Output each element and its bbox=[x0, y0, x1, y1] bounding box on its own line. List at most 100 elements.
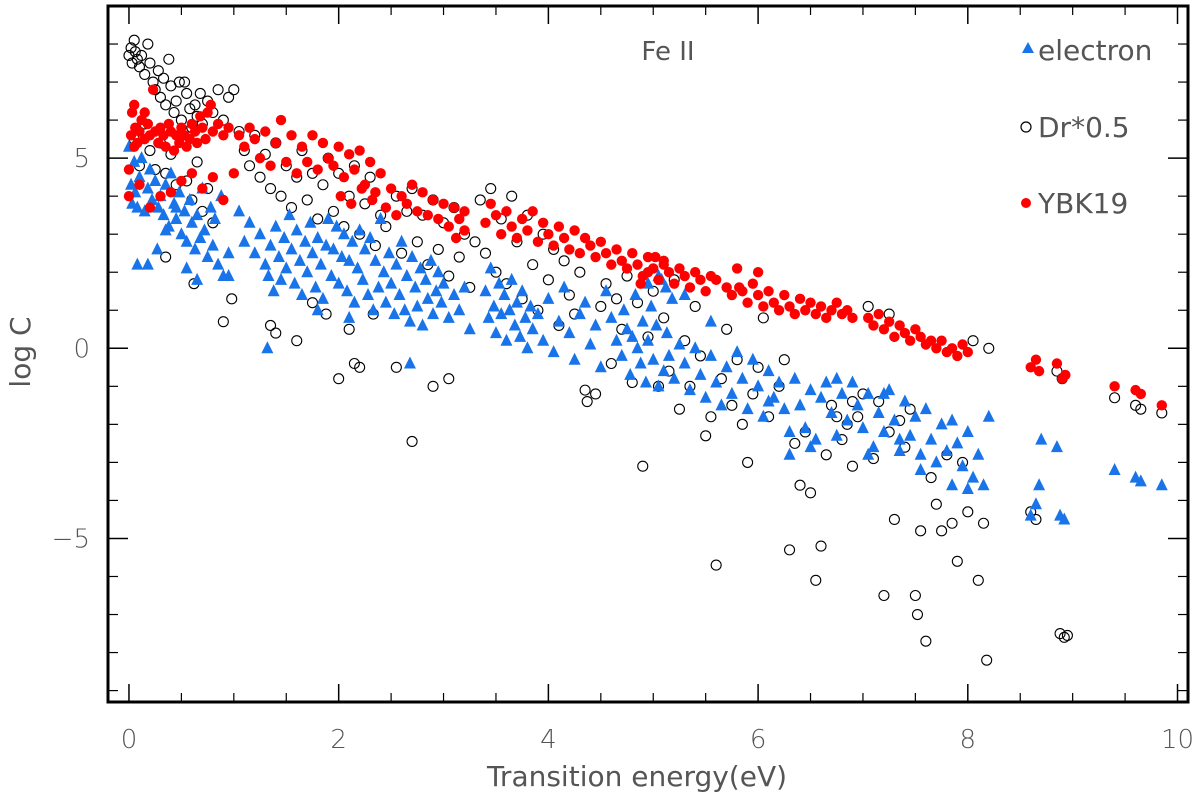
electron-point bbox=[925, 432, 938, 445]
ybk19-point bbox=[564, 244, 575, 255]
dr-0-5-point bbox=[563, 289, 575, 301]
electron-point bbox=[403, 356, 416, 369]
electron-point bbox=[552, 314, 565, 327]
dr-0-5-point bbox=[747, 388, 759, 400]
dr-0-5-point bbox=[700, 430, 712, 442]
electron-point bbox=[398, 303, 411, 316]
ybk19-point bbox=[1025, 362, 1036, 373]
ybk19-point bbox=[915, 331, 926, 343]
dr-0-5-point bbox=[936, 525, 948, 537]
ybk19-point bbox=[168, 145, 180, 156]
electron-point bbox=[272, 250, 285, 263]
electron-point bbox=[212, 257, 225, 270]
ybk19-point bbox=[873, 308, 884, 320]
electron-point bbox=[233, 204, 246, 217]
ybk19-point bbox=[1135, 388, 1147, 400]
dr-0-5-point bbox=[804, 487, 817, 499]
electron-point bbox=[537, 333, 550, 346]
ybk19-point bbox=[726, 289, 738, 301]
electron-point bbox=[498, 288, 511, 301]
electron-point bbox=[191, 272, 204, 285]
ybk19-point bbox=[516, 213, 528, 225]
electron-point bbox=[383, 246, 396, 259]
ybk19-point bbox=[553, 221, 565, 232]
electron-point bbox=[1029, 497, 1042, 510]
dr-0-5-point bbox=[1054, 627, 1066, 640]
electron-point bbox=[414, 261, 427, 274]
dr-0-5-point bbox=[752, 361, 764, 373]
electron-point bbox=[558, 280, 571, 293]
dr-0-5-point bbox=[794, 479, 806, 491]
ybk19-point bbox=[480, 217, 491, 228]
dr-0-5-point bbox=[144, 57, 156, 69]
electron-point bbox=[659, 280, 672, 293]
electron-point bbox=[369, 253, 382, 266]
ybk19-point bbox=[537, 217, 549, 228]
dr-0-5-point bbox=[485, 183, 497, 195]
ybk19-point bbox=[134, 179, 145, 190]
dr-0-5-point bbox=[354, 361, 366, 373]
ybk19-point bbox=[485, 198, 496, 209]
electron-point bbox=[594, 360, 607, 373]
ybk19-point bbox=[1156, 400, 1167, 411]
electron-point bbox=[820, 375, 833, 388]
electron-point bbox=[573, 307, 586, 320]
dr-0-5-point bbox=[125, 42, 137, 54]
electron-point bbox=[862, 447, 875, 460]
ybk19-point bbox=[931, 343, 942, 354]
electron-point bbox=[487, 299, 500, 312]
electron-point bbox=[280, 261, 293, 274]
electron-point bbox=[183, 192, 196, 205]
electron-point bbox=[500, 333, 513, 346]
electron-point bbox=[191, 208, 204, 221]
electron-point bbox=[877, 424, 890, 437]
electron-point bbox=[647, 352, 660, 365]
ybk19-point bbox=[239, 141, 250, 152]
ybk19-point bbox=[768, 297, 780, 308]
dr-0-5-point bbox=[647, 285, 659, 297]
electron-point bbox=[634, 356, 647, 369]
dr-0-5-point bbox=[173, 76, 185, 88]
ybk19-point bbox=[674, 263, 685, 274]
ybk19-point bbox=[689, 267, 701, 278]
electron-point bbox=[301, 265, 314, 278]
electron-point bbox=[830, 428, 843, 441]
ybk19-point bbox=[218, 194, 229, 206]
electron-point bbox=[605, 310, 618, 323]
electron-point bbox=[275, 272, 288, 285]
ybk19-point bbox=[401, 198, 413, 209]
dr-0-5-point bbox=[710, 559, 722, 571]
dr-0-5-point bbox=[904, 403, 916, 415]
electron-point bbox=[568, 352, 581, 365]
electron-point bbox=[411, 299, 424, 312]
electron-point bbox=[332, 276, 345, 289]
electron-point bbox=[194, 231, 207, 243]
dr-0-5-point bbox=[983, 342, 995, 354]
ybk19-point bbox=[249, 133, 260, 145]
dr-0-5-point bbox=[343, 323, 355, 335]
dr-0-5-point bbox=[170, 95, 182, 107]
electron-point bbox=[725, 386, 738, 399]
electron-point bbox=[704, 348, 717, 361]
electron-point bbox=[699, 390, 712, 403]
plot-frame bbox=[106, 4, 1190, 704]
electron-point bbox=[704, 314, 717, 327]
electron-point bbox=[180, 261, 193, 274]
electron-point bbox=[372, 280, 385, 293]
electron-point bbox=[629, 288, 642, 301]
dr-0-5-point bbox=[742, 456, 754, 468]
electron-point bbox=[138, 204, 151, 217]
electron-point bbox=[421, 291, 434, 304]
electron-point bbox=[746, 352, 759, 365]
ybk19-point bbox=[831, 297, 842, 308]
electron-point bbox=[348, 295, 361, 308]
electron-point bbox=[877, 386, 890, 399]
electron-point bbox=[185, 215, 198, 228]
dr-0-5-point bbox=[189, 99, 201, 111]
dr-0-5-point bbox=[694, 350, 706, 362]
ybk19-point bbox=[260, 126, 271, 137]
electron-point bbox=[453, 303, 466, 316]
ybk19-point bbox=[779, 289, 790, 301]
ybk19-point bbox=[616, 255, 627, 267]
electron-point bbox=[683, 383, 696, 396]
